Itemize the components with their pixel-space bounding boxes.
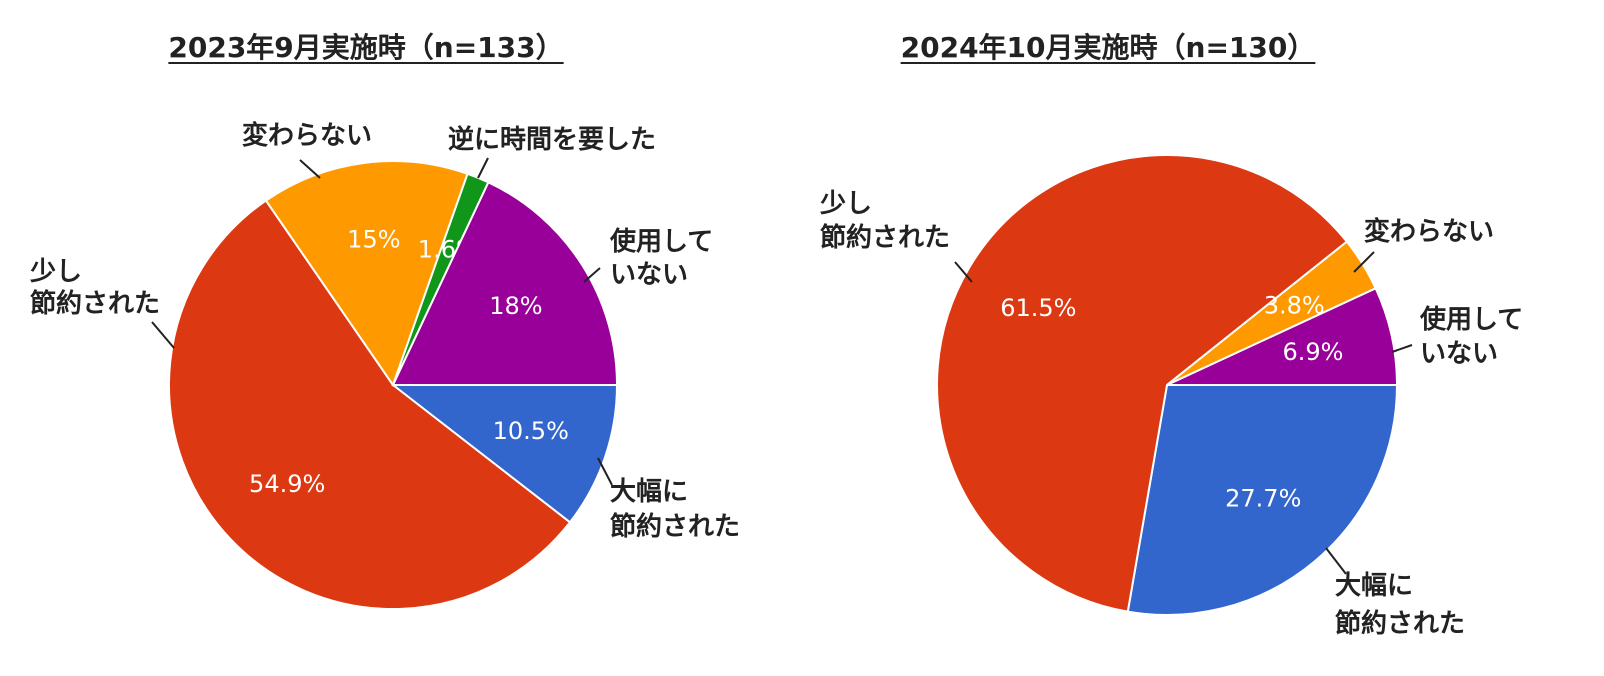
slice-category-label: 使用して [1419,305,1523,335]
slice-value-label: 3.8% [1264,291,1325,319]
pie-slice [390,384,619,524]
leader-line [477,157,489,179]
leader-line [597,457,613,486]
slice-category-label: 少し [29,257,82,287]
slice-value-label: 61.5% [1000,294,1076,322]
pie-slice [1126,384,1399,616]
leader-line [1391,344,1413,353]
slice-value-label: 10.5% [493,417,569,445]
slice-category-label: 少し [819,189,872,219]
pie-chart-2023: 10.5%54.9%15% 1.6%18%大幅に節約された少し節約された変わらない… [29,120,740,610]
chart-title-2024: 2024年10月実施時（n=130） [900,31,1316,64]
slice-category-label: 節約された [610,511,740,542]
chart-title-2023: 2023年9月実施時（n=133） [168,31,564,64]
slice-value-label: 15% [347,226,400,254]
pie-slice [168,199,572,610]
pie-slice [1166,286,1399,386]
slice-category-label: 節約された [30,288,160,319]
leader-line [1353,251,1375,273]
leader-line [583,267,601,283]
slice-category-label: 大幅に [1335,571,1413,601]
pie-slice [264,160,469,388]
slice-value-label: 27.7% [1225,484,1301,512]
leader-line [954,261,973,283]
slice-category-label: 大幅に [610,477,688,507]
slice-category-label: 節約された [1335,608,1465,639]
slice-category-label: 節約された [820,222,950,253]
leader-line [1325,547,1347,575]
slice-category-label: 変わらない [1364,216,1494,247]
slice-category-label: いない [1420,339,1498,369]
pie-slice [936,154,1349,613]
slice-value-label: 54.9% [249,470,325,498]
slice-value-label: 18% [489,292,542,320]
slice-category-label: 使用して [609,227,713,257]
slice-category-label: 逆に時間を要した [448,124,656,155]
slice-category-label: 変わらない [242,120,372,151]
leader-line [151,321,175,349]
leader-line [299,159,321,179]
slice-category-label: いない [610,260,688,290]
slice-value-label: 6.9% [1283,338,1344,366]
pie-slice [391,180,619,386]
